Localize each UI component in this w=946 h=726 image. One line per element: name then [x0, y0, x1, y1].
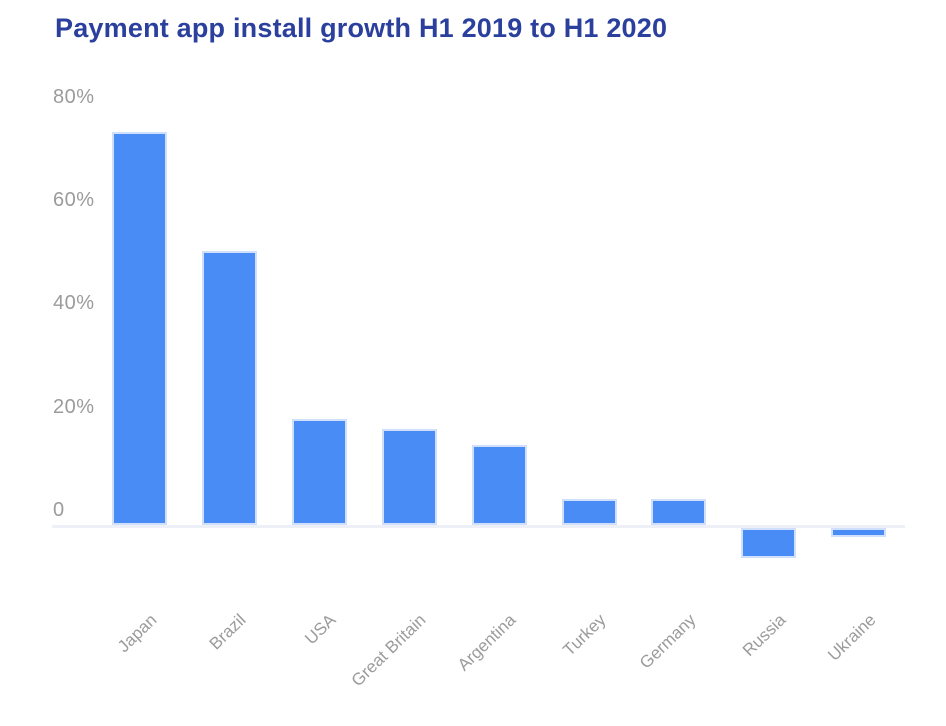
bar-argentina — [471, 444, 527, 525]
bar-turkey — [561, 499, 617, 525]
y-tick-label-40-: 40% — [53, 292, 95, 315]
y-tick-label-0: 0 — [53, 499, 65, 521]
bar-ukraine — [831, 528, 887, 537]
bar-russia — [741, 528, 797, 558]
bar-brazil — [201, 251, 257, 525]
bar-usa — [291, 419, 347, 525]
chart-title: Payment app install growth H1 2019 to H1… — [55, 13, 668, 43]
zero-axis-line — [52, 525, 905, 528]
bar-germany — [651, 499, 707, 525]
y-tick-label-20-: 20% — [53, 395, 95, 418]
y-tick-label-60-: 60% — [53, 188, 95, 211]
bar-japan — [112, 132, 167, 525]
y-tick-label-80-: 80% — [53, 85, 95, 108]
bar-great-britain — [381, 429, 437, 525]
